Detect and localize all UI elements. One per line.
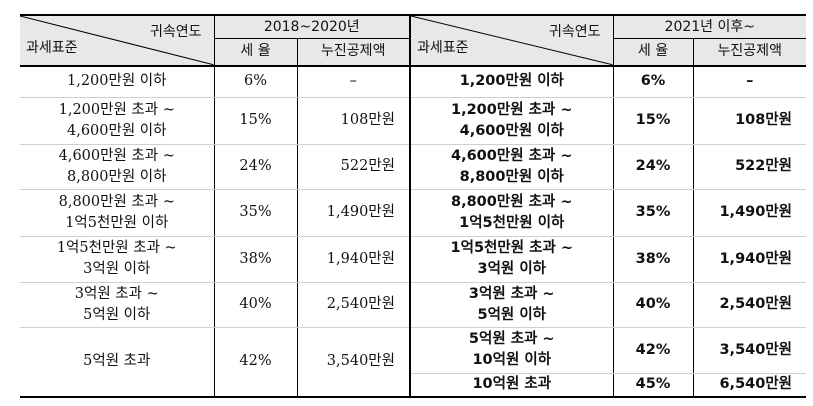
standard-label: 과세표준	[417, 39, 469, 56]
table-row: 4,600만원 초과 ~8,800만원 이하 24% 522만원 4,600만원…	[20, 144, 807, 190]
deduction-2021: 3,540만원	[692, 327, 807, 374]
rate-2021: 38%	[612, 236, 693, 283]
bracket-2021: 1,200만원 초과 ~4,600만원 이하	[409, 97, 613, 145]
table-row: 5억원 초과 42% 3,540만원 5억원 초과 ~10억원 이하 42% 3…	[20, 327, 807, 398]
bracket-2021: 3억원 초과 ~5억원 이하	[409, 282, 613, 328]
table-row: 1,200만원 이하 6% – 1,200만원 이하 6% –	[20, 65, 807, 98]
deduction-2018: –	[296, 65, 410, 98]
deduction-2021: –	[692, 65, 807, 98]
rate-header-2018: 세 율	[213, 38, 297, 67]
rate-header-2021: 세 율	[612, 38, 693, 67]
rate-2021: 35%	[612, 189, 693, 237]
diagonal-line	[21, 16, 212, 64]
deduction-2021: 522만원	[692, 144, 807, 190]
income-tax-rate-table: 귀속연도 과세표준 2018~2020년 귀속연도 과세표준 2021년 이후~…	[20, 14, 807, 398]
table-row: 1억5천만원 초과 ~3억원 이하 38% 1,940만원 1억5천만원 초과 …	[20, 236, 807, 283]
diagonal-line	[412, 16, 611, 64]
rate-2018: 24%	[213, 144, 297, 190]
deduction-2018: 3,540만원	[296, 327, 410, 398]
rate-2018: 42%	[213, 327, 297, 398]
rate-2021: 42%	[612, 327, 693, 374]
deduction-2018: 1,490만원	[296, 189, 410, 237]
deduction-2021: 1,490만원	[692, 189, 807, 237]
bracket-2021: 1억5천만원 초과 ~3억원 이하	[409, 236, 613, 283]
deduction-2021: 108만원	[692, 97, 807, 145]
category-label: 귀속연도	[149, 24, 202, 40]
period-2021-header: 2021년 이후~	[612, 14, 807, 40]
bracket-2021: 8,800만원 초과 ~1억5천만원 이하	[409, 189, 613, 237]
rate-2021: 15%	[612, 97, 693, 145]
table-row: 8,800만원 초과 ~1억5천만원 이하 35% 1,490만원 8,800만…	[20, 189, 807, 237]
bracket-2021: 5억원 초과 ~10억원 이하	[409, 327, 613, 374]
rate-2021: 45%	[612, 373, 693, 398]
rate-2018: 38%	[213, 236, 297, 283]
rate-2018: 6%	[213, 65, 297, 98]
rate-2018: 15%	[213, 97, 297, 145]
deduction-2021: 1,940만원	[692, 236, 807, 283]
deduction-header-2021: 누진공제액	[692, 38, 807, 67]
bracket-2018: 1,200만원 초과 ~4,600만원 이하	[20, 97, 214, 145]
header-diagonal-cell-2018: 귀속연도 과세표준	[20, 14, 214, 67]
rate-2021: 40%	[612, 282, 693, 328]
rate-2021: 24%	[612, 144, 693, 190]
rate-2018: 35%	[213, 189, 297, 237]
bracket-2018: 1억5천만원 초과 ~3억원 이하	[20, 236, 214, 283]
bracket-2018: 3억원 초과 ~5억원 이하	[20, 282, 214, 328]
bracket-2018: 8,800만원 초과 ~1억5천만원 이하	[20, 189, 214, 237]
deduction-2018: 1,940만원	[296, 236, 410, 283]
bracket-2021: 1,200만원 이하	[409, 65, 613, 98]
rate-2021: 6%	[612, 65, 693, 98]
table-row: 3억원 초과 ~5억원 이하 40% 2,540만원 3억원 초과 ~5억원 이…	[20, 282, 807, 328]
deduction-2018: 522만원	[296, 144, 410, 190]
bracket-2021: 10억원 초과	[409, 373, 613, 398]
bracket-2021: 4,600만원 초과 ~8,800만원 이하	[409, 144, 613, 190]
header-diagonal-cell-2021: 귀속연도 과세표준	[409, 14, 613, 67]
bracket-2018: 5억원 초과	[20, 327, 214, 398]
bracket-2018: 1,200만원 이하	[20, 65, 214, 98]
deduction-header-2018: 누진공제액	[296, 38, 410, 67]
deduction-2018: 108만원	[296, 97, 410, 145]
standard-label: 과세표준	[26, 39, 78, 56]
bracket-2018: 4,600만원 초과 ~8,800만원 이하	[20, 144, 214, 190]
period-2018-header: 2018~2020년	[213, 14, 410, 40]
table-row: 1,200만원 초과 ~4,600만원 이하 15% 108만원 1,200만원…	[20, 97, 807, 145]
tax-rate-table-container: 귀속연도 과세표준 2018~2020년 귀속연도 과세표준 2021년 이후~…	[20, 14, 807, 398]
category-label: 귀속연도	[548, 24, 601, 40]
table-row: 10억원 초과 45% 6,540만원	[20, 373, 807, 398]
deduction-2021: 2,540만원	[692, 282, 807, 328]
rate-2018: 40%	[213, 282, 297, 328]
deduction-2018: 2,540만원	[296, 282, 410, 328]
deduction-2021: 6,540만원	[692, 373, 807, 398]
